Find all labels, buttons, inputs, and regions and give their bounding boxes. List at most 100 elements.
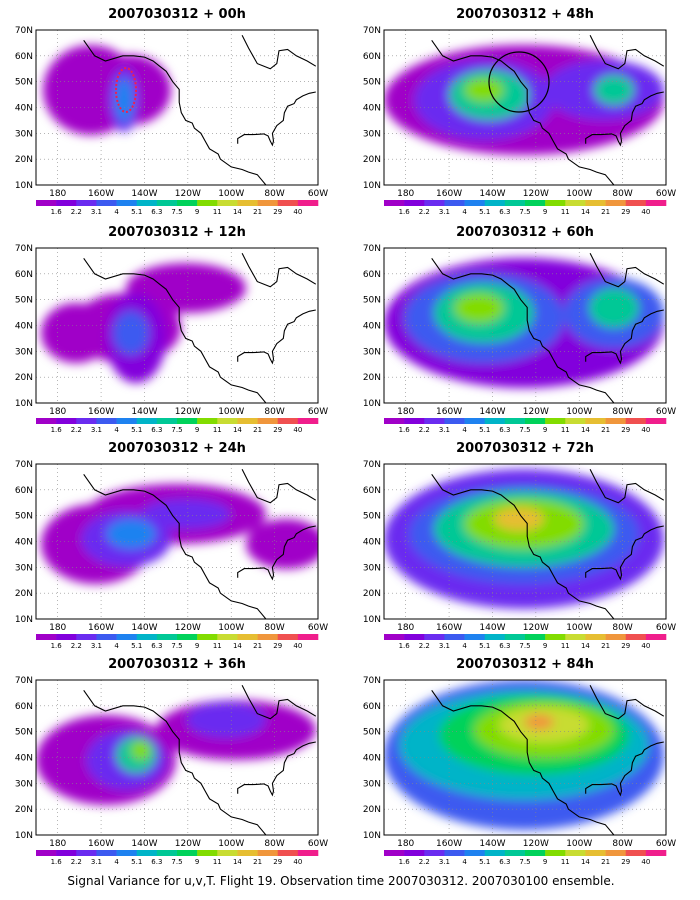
colorbar-swatch [197, 850, 218, 856]
colorbar-swatch [257, 418, 279, 424]
colorbar-label: 7.5 [171, 642, 182, 650]
colorbar-swatch [384, 634, 405, 640]
colorbar-swatch [257, 850, 279, 856]
colorbar-swatch [257, 634, 279, 640]
coastline [83, 684, 317, 835]
colorbar-label: 6.3 [151, 858, 162, 866]
colorbar-swatch [625, 850, 647, 856]
colorbar-swatch [56, 200, 77, 206]
colorbar-swatch [136, 200, 158, 206]
colorbar-label: 4 [462, 208, 467, 216]
colorbar-swatch [645, 200, 667, 206]
lat-tick-label: 50N [363, 296, 381, 306]
colorbar-label: 6.3 [499, 858, 510, 866]
colorbar-label: 5.1 [479, 642, 490, 650]
colorbar-swatch [237, 418, 258, 424]
colorbar-swatch [156, 418, 178, 424]
colorbar-swatch [76, 634, 97, 640]
colorbar-label: 14 [233, 426, 242, 434]
colorbar-swatch [424, 850, 445, 856]
lat-tick-label: 20N [363, 589, 381, 599]
lon-tick-label: 120W [523, 839, 549, 849]
colorbar-swatch [56, 634, 77, 640]
colorbar-label: 40 [641, 642, 650, 650]
lon-tick-label: 160W [436, 623, 462, 633]
map-frame [35, 463, 319, 620]
variance-contour [106, 519, 156, 549]
colorbar: 1.6 2.2 3.1 4 5.1 6.3 7.5 9 11 14 21 29 40 [384, 850, 667, 866]
panel-title: 2007030312 + 60h [456, 225, 594, 240]
colorbar-label: 6.3 [499, 642, 510, 650]
lon-tick-label: 100W [218, 407, 244, 417]
variance-shading [384, 469, 664, 609]
map-frame [35, 29, 319, 186]
colorbar-swatch [36, 850, 57, 856]
colorbar-label: 40 [293, 642, 302, 650]
colorbar-swatch [504, 634, 526, 640]
panel-title: 2007030312 + 24h [108, 441, 246, 456]
colorbar-swatch [297, 634, 319, 640]
variance-contour [186, 702, 266, 738]
lat-tick-label: 30N [15, 129, 33, 139]
coastline [83, 34, 317, 185]
colorbar-swatch [116, 850, 138, 856]
variance-shading [43, 45, 171, 135]
colorbar-label: 3.1 [91, 426, 102, 434]
variance-contour [115, 78, 133, 122]
colorbar-label: 5.1 [479, 426, 490, 434]
colorbar-label: 9 [543, 208, 547, 216]
colorbar-swatch [504, 200, 526, 206]
colorbar-label: 2.2 [71, 858, 82, 866]
lon-tick-label: 60W [656, 407, 676, 417]
lat-tick-label: 30N [363, 129, 381, 139]
map-panel: 2007030312 + 84h 70N 60N 50N 40N 30N 20N 10N 180… [363, 657, 676, 866]
colorbar-swatch [297, 200, 319, 206]
colorbar-swatch [156, 200, 178, 206]
colorbar-label: 4 [462, 858, 467, 866]
variance-contour [454, 293, 504, 323]
lat-tick-label: 60N [15, 270, 33, 280]
colorbar: 1.6 2.2 3.1 4 5.1 6.3 7.5 9 11 14 21 29 40 [36, 418, 319, 434]
colorbar-swatch [464, 418, 486, 424]
colorbar-swatch [464, 200, 486, 206]
lon-tick-label: 160W [88, 407, 114, 417]
colorbar-label: 7.5 [171, 426, 182, 434]
lon-tick-label: 80W [264, 839, 284, 849]
lat-tick-label: 30N [15, 347, 33, 357]
lon-tick-label: 60W [656, 189, 676, 199]
colorbar-swatch [585, 634, 606, 640]
variance-contour [113, 311, 149, 355]
colorbar-label: 3.1 [439, 426, 450, 434]
colorbar-swatch [545, 850, 566, 856]
map-frame [35, 679, 319, 836]
lat-tick-label: 20N [363, 805, 381, 815]
colorbar-label: 29 [621, 208, 630, 216]
colorbar-label: 7.5 [171, 858, 182, 866]
map-panel: 2007030312 + 24h 70N 60N 50N 40N 30N 20N 10N 180… [15, 441, 328, 650]
colorbar-label: 1.6 [51, 426, 63, 434]
colorbar-label: 7.5 [519, 858, 530, 866]
colorbar-swatch [545, 634, 566, 640]
lon-tick-label: 180 [49, 839, 66, 849]
colorbar-swatch [444, 634, 465, 640]
colorbar-swatch [96, 418, 117, 424]
colorbar-label: 11 [561, 208, 570, 216]
colorbar-label: 21 [601, 858, 610, 866]
lon-tick-label: 60W [656, 839, 676, 849]
colorbar-swatch [217, 418, 238, 424]
colorbar-label: 3.1 [439, 208, 450, 216]
colorbar-swatch [96, 850, 117, 856]
variance-shading [36, 700, 316, 805]
lat-tick-label: 60N [363, 486, 381, 496]
colorbar-label: 7.5 [171, 208, 182, 216]
variance-shading [41, 263, 246, 383]
lon-tick-label: 80W [612, 623, 632, 633]
lat-tick-label: 50N [15, 296, 33, 306]
colorbar-swatch [525, 634, 546, 640]
lon-tick-label: 140W [131, 189, 157, 199]
lat-tick-label: 20N [15, 373, 33, 383]
lat-tick-label: 10N [363, 615, 381, 625]
lat-tick-label: 50N [15, 512, 33, 522]
colorbar-swatch [545, 200, 566, 206]
flight-track-marker [115, 67, 137, 113]
